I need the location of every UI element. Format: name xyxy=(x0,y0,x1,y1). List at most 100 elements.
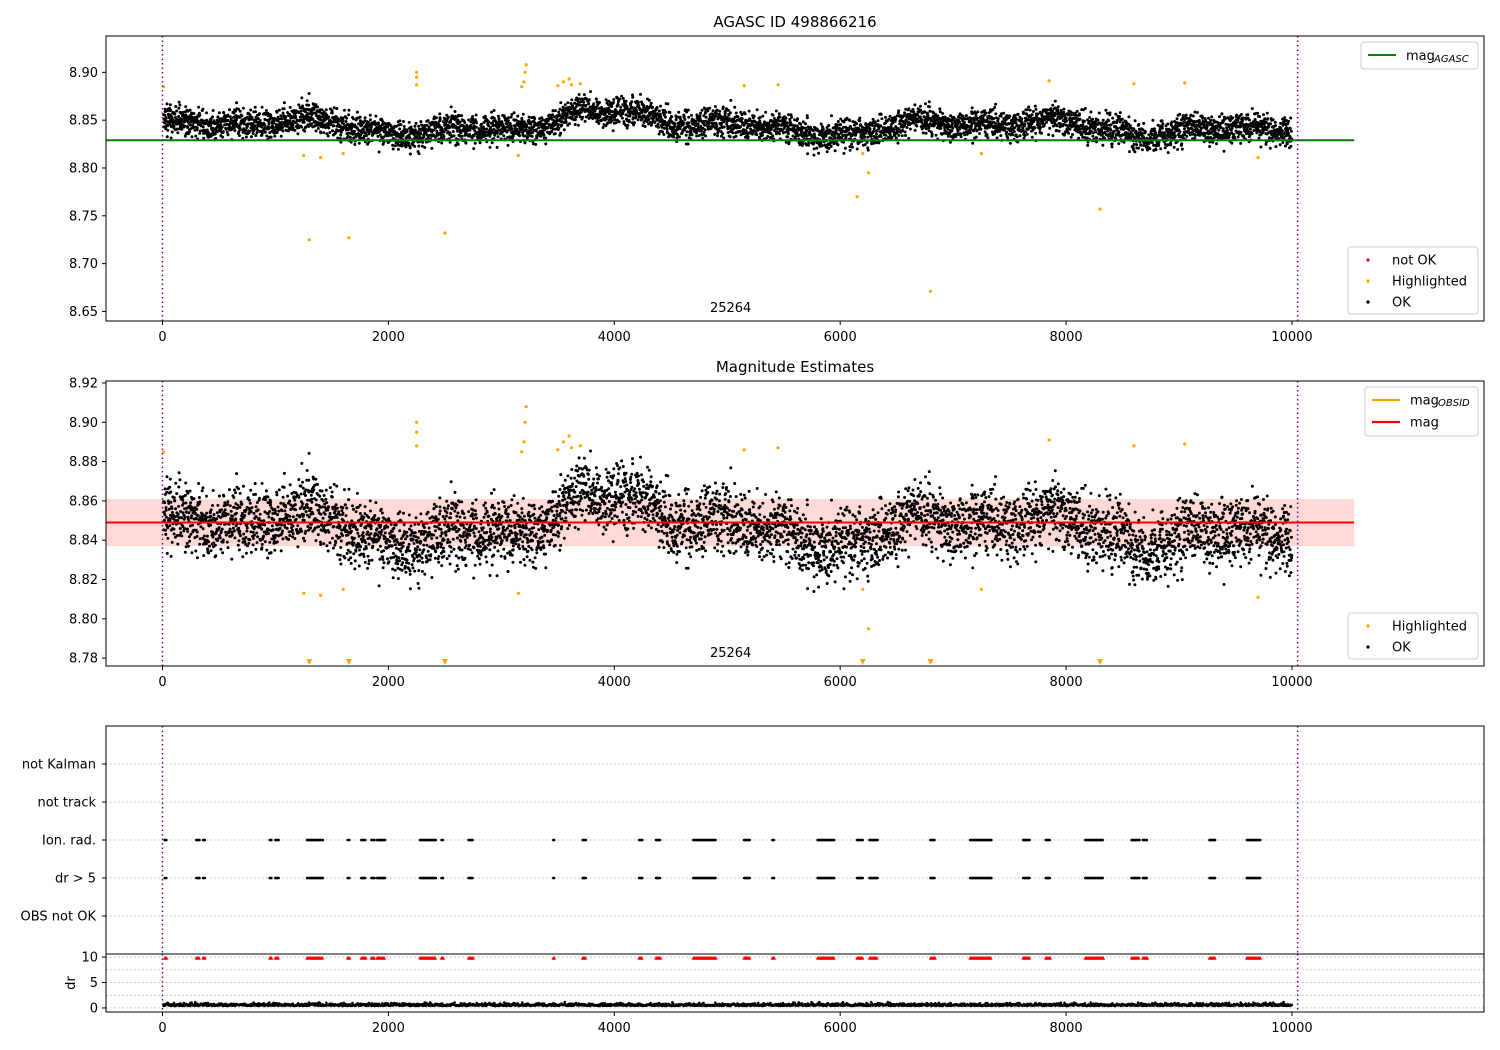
data-point xyxy=(256,128,260,132)
data-point xyxy=(322,131,326,135)
data-point xyxy=(1083,119,1086,123)
data-point xyxy=(263,130,267,134)
data-point xyxy=(451,130,455,133)
data-point xyxy=(302,118,306,122)
data-point xyxy=(310,122,313,126)
data-point xyxy=(1127,128,1131,132)
data-point xyxy=(664,110,668,114)
data-point xyxy=(687,115,691,119)
data-point xyxy=(594,97,598,101)
data-point xyxy=(740,113,744,116)
data-point xyxy=(165,135,169,139)
data-point xyxy=(293,128,297,132)
data-point xyxy=(657,125,661,129)
data-point xyxy=(252,127,256,131)
data-point xyxy=(234,120,238,124)
data-point xyxy=(419,120,423,124)
data-point xyxy=(993,121,997,125)
data-point xyxy=(198,129,202,133)
data-point xyxy=(575,115,578,119)
data-point xyxy=(711,109,715,113)
data-point xyxy=(273,134,277,138)
data-point xyxy=(399,123,403,127)
data-point xyxy=(799,122,803,126)
data-point xyxy=(1160,119,1164,123)
data-point xyxy=(755,133,759,137)
data-point xyxy=(812,147,816,151)
data-point xyxy=(546,126,550,130)
data-point xyxy=(996,117,1000,121)
data-point xyxy=(686,142,690,146)
data-point xyxy=(1112,129,1116,133)
data-point xyxy=(220,125,224,129)
data-point xyxy=(876,119,880,123)
data-point xyxy=(713,132,717,136)
data-point xyxy=(1157,140,1161,144)
data-point xyxy=(589,90,592,94)
data-point xyxy=(509,115,513,119)
data-point xyxy=(192,112,196,115)
data-point xyxy=(678,135,681,139)
data-point xyxy=(948,140,952,144)
data-point xyxy=(715,108,719,112)
data-point xyxy=(1114,112,1118,116)
data-point xyxy=(271,125,275,129)
data-point xyxy=(909,122,913,125)
data-point xyxy=(490,110,493,114)
data-point xyxy=(167,116,171,120)
data-point xyxy=(1175,117,1179,121)
data-point xyxy=(571,104,575,108)
data-point xyxy=(275,130,279,134)
data-point xyxy=(296,132,300,136)
data-point xyxy=(170,130,174,134)
data-point xyxy=(976,110,980,114)
data-point xyxy=(1062,107,1066,111)
data-point xyxy=(506,119,510,123)
data-point xyxy=(769,127,773,131)
data-point xyxy=(651,105,654,109)
data-point xyxy=(872,129,875,133)
data-point xyxy=(449,135,453,139)
data-point xyxy=(304,110,307,114)
data-point xyxy=(708,106,712,110)
data-point xyxy=(523,141,527,145)
data-point xyxy=(330,111,334,115)
data-point xyxy=(244,128,248,132)
data-point xyxy=(1218,115,1221,119)
data-point xyxy=(1020,117,1024,121)
data-point xyxy=(173,112,177,116)
data-point xyxy=(253,124,257,128)
data-point xyxy=(164,127,168,131)
data-point xyxy=(1157,144,1161,147)
data-point xyxy=(179,117,183,121)
data-point xyxy=(1184,113,1188,117)
data-point xyxy=(328,131,332,134)
data-point xyxy=(1091,131,1095,135)
data-point xyxy=(1062,110,1066,114)
data-point xyxy=(722,120,726,124)
data-point xyxy=(672,135,676,139)
data-point xyxy=(921,131,925,135)
data-point xyxy=(228,108,231,112)
data-point xyxy=(250,116,254,119)
data-point xyxy=(647,117,651,121)
data-point xyxy=(188,123,192,127)
data-point xyxy=(344,120,348,123)
data-point xyxy=(434,116,438,120)
data-point xyxy=(863,135,867,139)
data-point xyxy=(339,133,343,137)
data-point xyxy=(890,135,894,139)
data-point xyxy=(201,107,205,111)
data-point xyxy=(1118,111,1122,115)
data-point xyxy=(984,111,988,115)
data-point xyxy=(700,108,704,112)
data-point xyxy=(827,146,831,150)
data-point xyxy=(764,110,768,114)
data-point xyxy=(614,121,618,125)
data-point xyxy=(715,125,719,128)
data-point xyxy=(478,141,482,145)
data-point xyxy=(347,113,351,117)
data-point xyxy=(1213,129,1217,132)
data-point xyxy=(583,119,587,123)
data-point xyxy=(1205,125,1209,128)
